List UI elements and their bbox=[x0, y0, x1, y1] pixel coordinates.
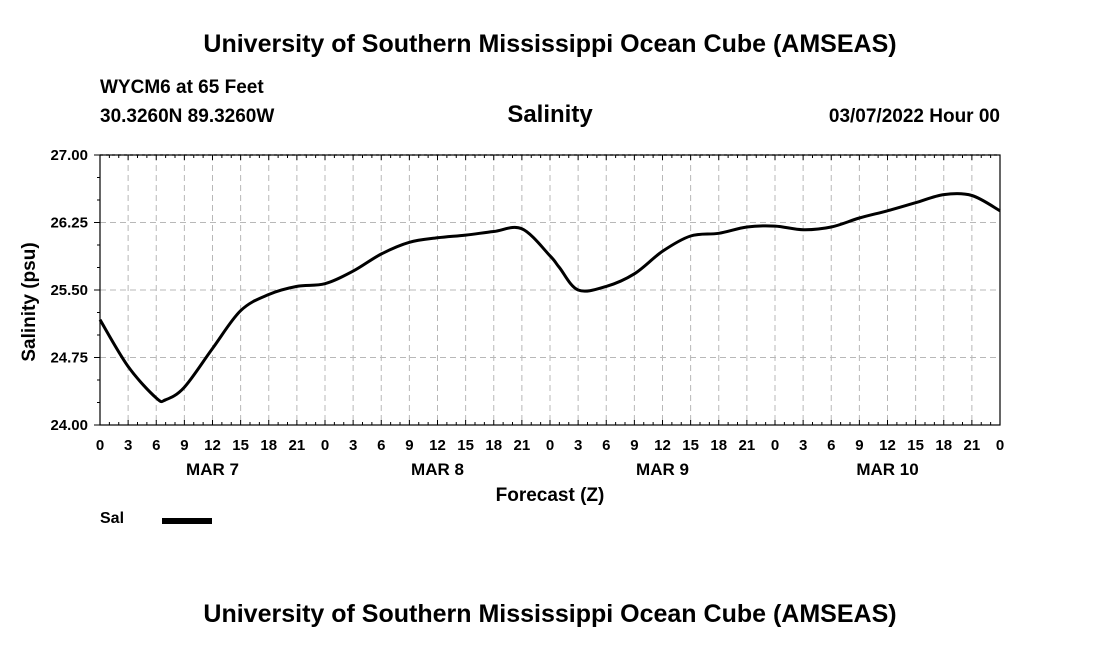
y-tick-label: 26.25 bbox=[50, 215, 88, 232]
x-tick-label: 6 bbox=[152, 437, 160, 454]
x-tick-label: 21 bbox=[514, 437, 531, 454]
x-tick-label: 18 bbox=[485, 437, 502, 454]
x-tick-label: 9 bbox=[855, 437, 863, 454]
x-tick-label: 18 bbox=[710, 437, 727, 454]
x-tick-label: 3 bbox=[574, 437, 582, 454]
x-tick-label: 6 bbox=[602, 437, 610, 454]
page-title: University of Southern Mississippi Ocean… bbox=[203, 30, 897, 58]
y-tick-label: 24.75 bbox=[50, 350, 88, 367]
y-tick-label: 25.50 bbox=[50, 282, 88, 299]
x-tick-label: 12 bbox=[204, 437, 221, 454]
x-tick-label: 15 bbox=[682, 437, 699, 454]
y-tick-label: 27.00 bbox=[50, 147, 88, 164]
day-label: MAR 8 bbox=[411, 460, 464, 479]
chart-title: Salinity bbox=[507, 101, 593, 128]
salinity-series-line bbox=[98, 192, 1001, 404]
x-tick-label: 3 bbox=[349, 437, 357, 454]
x-tick-label: 6 bbox=[827, 437, 835, 454]
coordinates-label: 30.3260N 89.3260W bbox=[100, 106, 275, 127]
x-tick-label: 0 bbox=[321, 437, 329, 454]
x-axis-label: Forecast (Z) bbox=[496, 485, 605, 506]
x-tick-label: 12 bbox=[429, 437, 446, 454]
x-tick-label: 21 bbox=[289, 437, 306, 454]
x-tick-label: 12 bbox=[879, 437, 896, 454]
x-tick-label: 0 bbox=[546, 437, 554, 454]
x-tick-label: 21 bbox=[739, 437, 756, 454]
x-tick-label: 18 bbox=[260, 437, 277, 454]
day-label: MAR 9 bbox=[636, 460, 689, 479]
x-tick-label: 6 bbox=[377, 437, 385, 454]
x-tick-label: 9 bbox=[630, 437, 638, 454]
station-label: WYCM6 at 65 Feet bbox=[100, 77, 264, 98]
x-tick-label: 3 bbox=[799, 437, 807, 454]
x-tick-label: 21 bbox=[964, 437, 981, 454]
x-tick-label: 0 bbox=[771, 437, 779, 454]
x-tick-label: 18 bbox=[935, 437, 952, 454]
x-tick-label: 15 bbox=[232, 437, 249, 454]
day-label: MAR 7 bbox=[186, 460, 239, 479]
legend-label: Sal bbox=[100, 510, 125, 527]
x-tick-label: 9 bbox=[180, 437, 188, 454]
x-tick-label: 12 bbox=[654, 437, 671, 454]
x-tick-label: 15 bbox=[457, 437, 474, 454]
y-axis-label: Salinity (psu) bbox=[19, 242, 40, 361]
x-tick-label: 9 bbox=[405, 437, 413, 454]
legend-swatch bbox=[162, 518, 212, 524]
day-label: MAR 10 bbox=[856, 460, 918, 479]
forecast-datetime: 03/07/2022 Hour 00 bbox=[828, 106, 1000, 127]
x-tick-label: 3 bbox=[124, 437, 132, 454]
footer-title: University of Southern Mississippi Ocean… bbox=[203, 600, 897, 628]
x-tick-label: 0 bbox=[996, 437, 1004, 454]
x-tick-label: 0 bbox=[96, 437, 104, 454]
y-tick-label: 24.00 bbox=[50, 417, 88, 434]
x-tick-label: 15 bbox=[907, 437, 924, 454]
